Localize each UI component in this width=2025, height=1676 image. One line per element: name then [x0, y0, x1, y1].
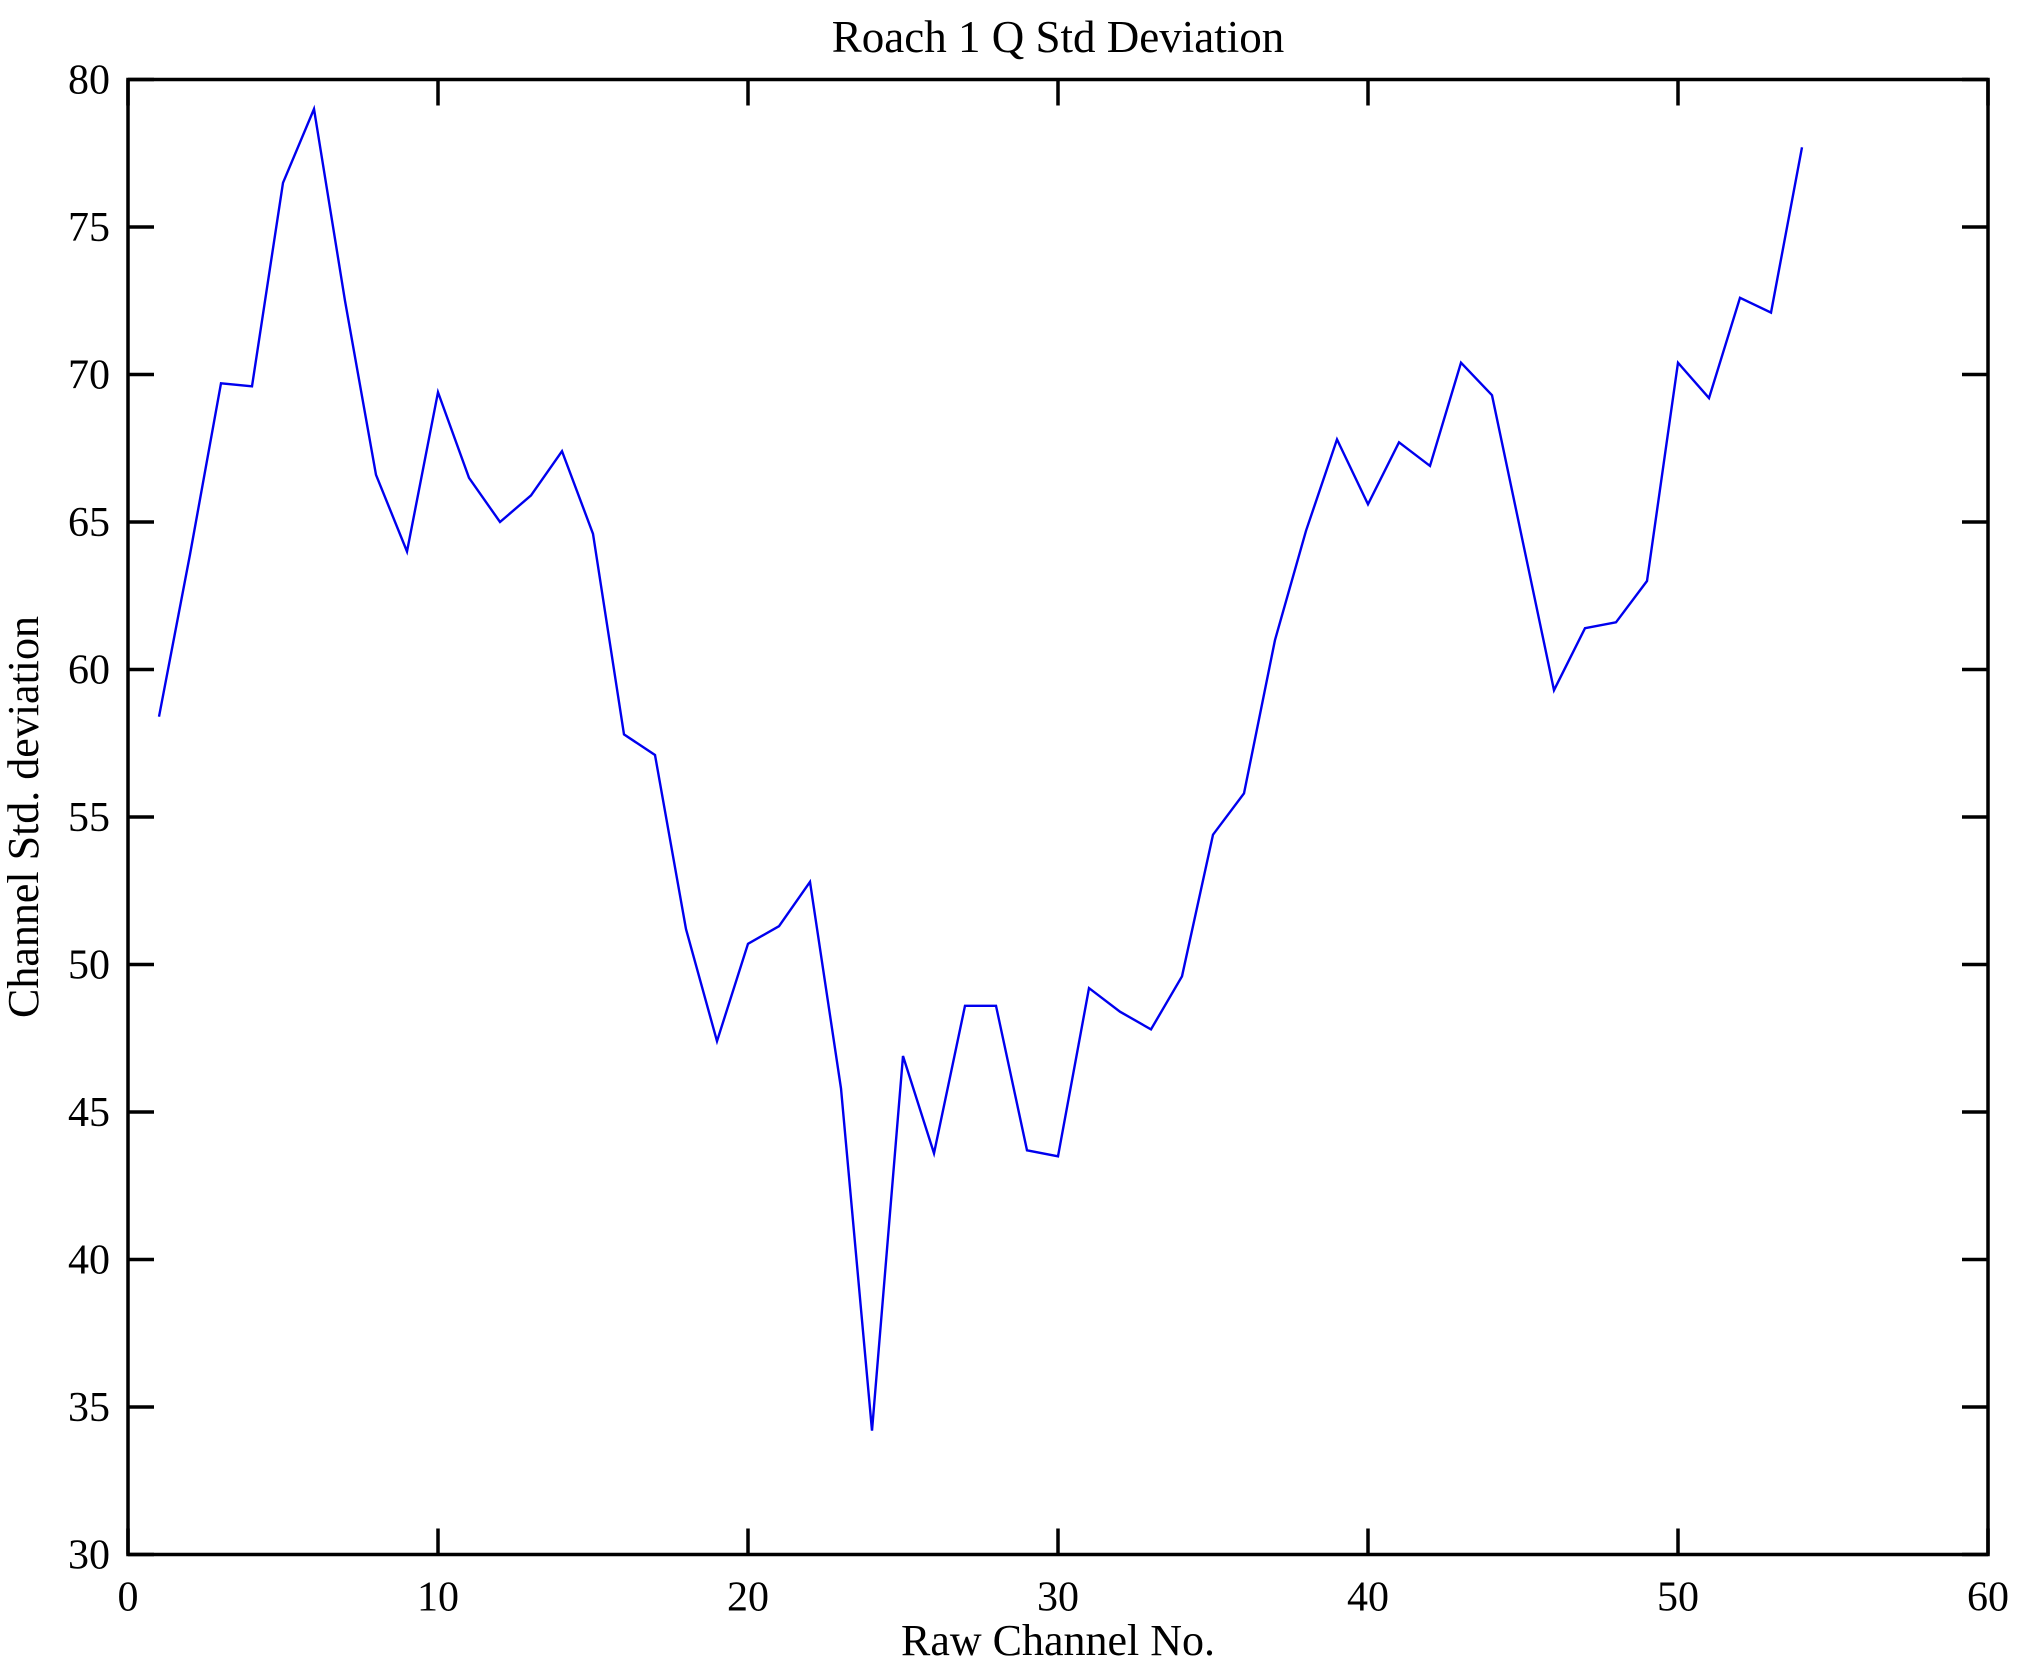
x-tick-label: 40 [1347, 1575, 1389, 1621]
y-axis-tick-labels: 30 35 40 45 50 55 60 65 70 75 80 [68, 58, 110, 1579]
data-series-line [157, 104, 1804, 1431]
x-axis-label: Raw Channel No. [901, 1616, 1215, 1665]
y-tick-label: 70 [68, 353, 110, 399]
y-tick-label: 30 [68, 1533, 110, 1579]
chart-title: Roach 1 Q Std Deviation [832, 12, 1284, 62]
y-tick-label: 75 [68, 205, 110, 251]
y-tick-label: 40 [68, 1238, 110, 1284]
y-tick-label: 35 [68, 1385, 110, 1431]
y-tick-label: 65 [68, 500, 110, 546]
x-tick-label: 0 [118, 1575, 139, 1621]
y-tick-label: 80 [68, 58, 110, 104]
y-tick-label: 50 [68, 943, 110, 989]
y-tick-label: 45 [68, 1090, 110, 1136]
y-tick-label: 55 [68, 795, 110, 841]
plot-border [126, 77, 1990, 1557]
x-tick-label: 50 [1657, 1575, 1699, 1621]
x-tick-label: 60 [1967, 1575, 2009, 1621]
x-tick-label: 20 [727, 1575, 769, 1621]
x-tick-label: 10 [417, 1575, 459, 1621]
x-tick-label: 30 [1037, 1575, 1079, 1621]
x-axis-tick-labels: 0 10 20 30 40 50 60 [118, 1575, 2010, 1621]
y-axis-label: Channel Std. deviation [0, 616, 48, 1018]
y-tick-label: 60 [68, 648, 110, 694]
